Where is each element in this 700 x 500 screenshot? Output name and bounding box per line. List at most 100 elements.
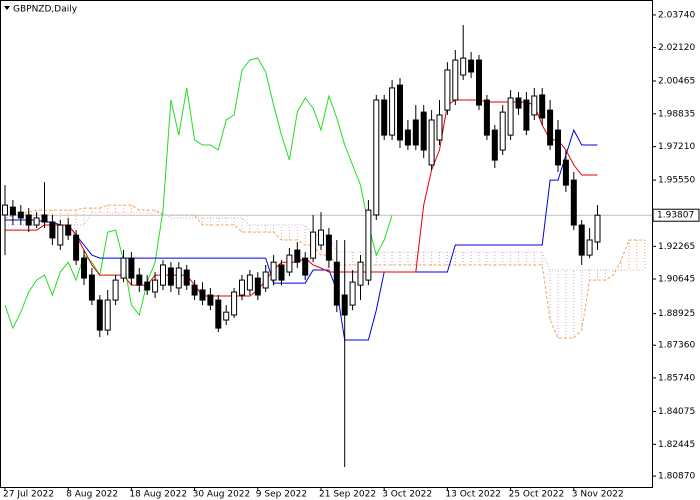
candle-body — [262, 271, 269, 289]
candle-body — [389, 87, 396, 136]
candle-body — [483, 99, 490, 136]
candle-body — [65, 224, 72, 236]
candle-body — [476, 59, 482, 106]
candle-body — [365, 209, 372, 281]
candle-body — [341, 294, 348, 316]
candle-body — [191, 284, 198, 296]
y-tick-label: 1.90645 — [658, 274, 695, 284]
candle-body — [302, 257, 309, 276]
candle-body — [468, 59, 475, 73]
candle-body — [152, 279, 159, 293]
candle-body — [412, 119, 419, 146]
candle-body — [73, 234, 80, 261]
candle-body — [381, 99, 388, 136]
candle-body — [286, 254, 293, 273]
candle-body — [96, 299, 103, 331]
y-tick-label: 2.00465 — [658, 76, 695, 86]
candle-body — [2, 204, 8, 216]
chart-title: GBPNZD,Daily — [13, 5, 78, 15]
candle-body — [41, 214, 48, 223]
candle-body — [49, 221, 56, 239]
candle-body — [246, 274, 253, 291]
y-tick-label: 1.92265 — [658, 242, 695, 252]
y-tick-label: 1.82445 — [658, 440, 695, 450]
candle-body — [57, 224, 64, 246]
candle-body — [420, 111, 427, 151]
candle-body — [507, 97, 514, 136]
x-tick-label: 8 Aug 2022 — [66, 490, 118, 500]
candle-body — [318, 229, 324, 246]
kijun-sen — [5, 128, 598, 341]
candle-body — [120, 257, 127, 279]
chikou-span — [4, 57, 393, 330]
candle-body — [444, 69, 451, 111]
candle-body — [223, 311, 230, 321]
candle-body — [199, 289, 206, 301]
candle-body — [278, 264, 285, 281]
candle-body — [17, 211, 24, 219]
candle-body — [270, 261, 277, 281]
candle-body — [539, 94, 546, 119]
x-tick-label: 9 Sep 2022 — [256, 490, 307, 500]
candle-body — [586, 239, 593, 256]
candle-body — [452, 59, 459, 101]
candle-body — [183, 269, 190, 286]
y-tick-label: 1.84075 — [658, 407, 695, 417]
candle-body — [231, 291, 238, 316]
candle-body — [404, 129, 411, 146]
candle-body — [9, 206, 16, 216]
candle-body — [373, 99, 380, 216]
y-tick-label: 1.98835 — [658, 109, 695, 119]
candle-body — [112, 279, 119, 301]
y-tick-label: 1.95550 — [658, 176, 695, 186]
candle-body — [555, 129, 561, 166]
symbol-menu-icon[interactable] — [4, 6, 10, 10]
candle-body — [499, 111, 506, 151]
candle-body — [167, 267, 174, 286]
candle-body — [254, 277, 261, 296]
senkou-span-a — [4, 204, 645, 339]
x-tick-label: 30 Aug 2022 — [193, 490, 251, 500]
y-tick-label: 1.88925 — [658, 309, 695, 319]
candle-body — [325, 234, 332, 261]
candle-body — [515, 97, 522, 109]
candle-body — [136, 274, 143, 286]
y-tick-label: 1.97210 — [658, 142, 695, 152]
candle-body — [104, 299, 111, 331]
candle-body — [547, 109, 554, 146]
candle-body — [594, 214, 601, 243]
candle-body — [207, 294, 214, 306]
x-tick-label: 3 Oct 2022 — [382, 490, 432, 500]
candle-body — [175, 267, 182, 289]
candle-body — [397, 84, 403, 141]
x-tick-label: 25 Oct 2022 — [509, 490, 565, 500]
candle-body — [310, 231, 317, 259]
x-tick-label: 13 Oct 2022 — [445, 490, 501, 500]
candle-body — [460, 57, 467, 76]
candle-body — [333, 261, 340, 306]
candle-body — [215, 299, 222, 329]
y-tick-label: 2.02120 — [658, 43, 695, 53]
x-tick-label: 21 Sep 2022 — [319, 490, 376, 500]
price-tag-label: 1.93807 — [657, 211, 694, 221]
candle-body — [88, 274, 95, 301]
x-tick-label: 3 Nov 2022 — [572, 490, 624, 500]
candle-body — [428, 119, 435, 166]
y-tick-label: 1.87360 — [658, 341, 695, 351]
candle-body — [578, 224, 585, 256]
candle-body — [33, 217, 40, 226]
candle-body — [523, 99, 530, 131]
candle-body — [239, 279, 245, 296]
candle-body — [570, 179, 577, 226]
plot-layer — [1, 25, 652, 468]
candle-body — [81, 257, 87, 279]
price-tag — [652, 208, 700, 222]
y-tick-label: 2.03740 — [658, 10, 695, 20]
candle-body — [294, 249, 301, 263]
candle-body — [144, 281, 151, 291]
x-tick-label: 27 Jul 2022 — [3, 490, 54, 500]
candle-body — [436, 114, 443, 141]
x-tick-label: 18 Aug 2022 — [129, 490, 187, 500]
